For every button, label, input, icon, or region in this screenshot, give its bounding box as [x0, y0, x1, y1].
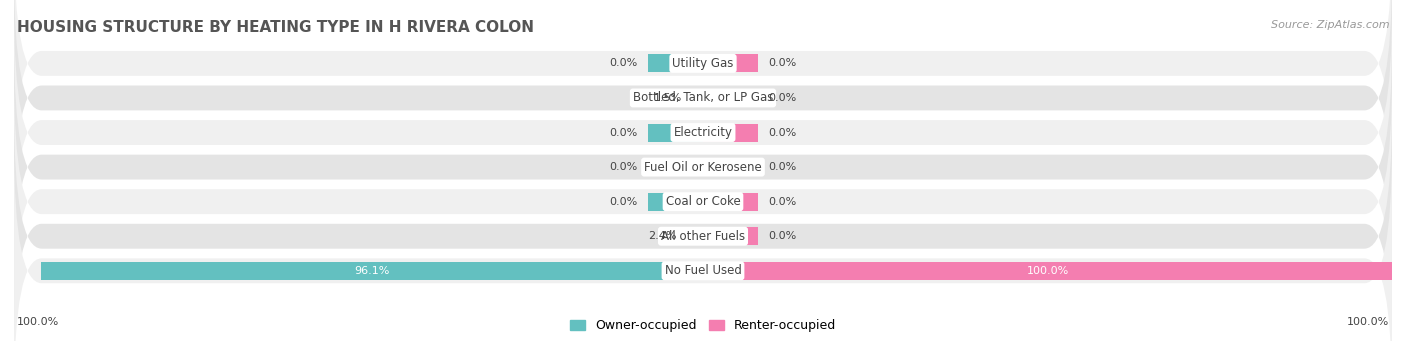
Text: All other Fuels: All other Fuels	[661, 230, 745, 243]
Bar	[703, 89, 758, 107]
Text: 0.0%: 0.0%	[609, 197, 637, 207]
Text: Bottled, Tank, or LP Gas: Bottled, Tank, or LP Gas	[633, 91, 773, 104]
Text: 2.4%: 2.4%	[648, 231, 676, 241]
Bar	[648, 193, 703, 211]
FancyBboxPatch shape	[14, 0, 1392, 224]
Bar	[703, 158, 758, 176]
Bar	[703, 55, 758, 72]
Bar	[703, 227, 758, 245]
Text: 0.0%: 0.0%	[609, 128, 637, 137]
Text: HOUSING STRUCTURE BY HEATING TYPE IN H RIVERA COLON: HOUSING STRUCTURE BY HEATING TYPE IN H R…	[17, 20, 534, 35]
FancyBboxPatch shape	[14, 76, 1392, 327]
Text: 0.0%: 0.0%	[769, 231, 797, 241]
Legend: Owner-occupied, Renter-occupied: Owner-occupied, Renter-occupied	[569, 320, 837, 332]
Text: 0.0%: 0.0%	[769, 197, 797, 207]
Text: 1.5%: 1.5%	[654, 93, 682, 103]
Text: 0.0%: 0.0%	[769, 162, 797, 172]
FancyBboxPatch shape	[14, 7, 1392, 258]
FancyBboxPatch shape	[14, 41, 1392, 293]
Text: 0.0%: 0.0%	[609, 58, 637, 69]
Bar	[41, 262, 703, 280]
Bar	[703, 123, 758, 142]
Bar	[648, 123, 703, 142]
Text: 100.0%: 100.0%	[17, 317, 59, 327]
Bar	[648, 55, 703, 72]
FancyBboxPatch shape	[14, 110, 1392, 341]
Text: 100.0%: 100.0%	[1026, 266, 1069, 276]
Text: Electricity: Electricity	[673, 126, 733, 139]
Text: 0.0%: 0.0%	[609, 162, 637, 172]
Text: 96.1%: 96.1%	[354, 266, 389, 276]
FancyBboxPatch shape	[14, 145, 1392, 341]
FancyBboxPatch shape	[14, 0, 1392, 189]
Text: 0.0%: 0.0%	[769, 93, 797, 103]
Bar	[686, 227, 703, 245]
Text: Source: ZipAtlas.com: Source: ZipAtlas.com	[1271, 20, 1389, 30]
Bar	[703, 193, 758, 211]
Text: Utility Gas: Utility Gas	[672, 57, 734, 70]
Text: Coal or Coke: Coal or Coke	[665, 195, 741, 208]
Text: 0.0%: 0.0%	[769, 128, 797, 137]
Text: 0.0%: 0.0%	[769, 58, 797, 69]
Bar	[703, 262, 1392, 280]
Text: Fuel Oil or Kerosene: Fuel Oil or Kerosene	[644, 161, 762, 174]
Text: No Fuel Used: No Fuel Used	[665, 264, 741, 277]
Bar	[693, 89, 703, 107]
Bar	[648, 158, 703, 176]
Text: 100.0%: 100.0%	[1347, 317, 1389, 327]
